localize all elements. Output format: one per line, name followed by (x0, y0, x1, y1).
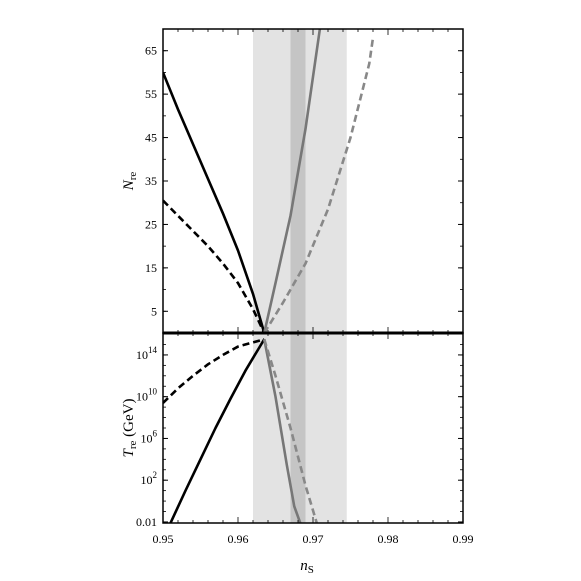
bottom-band-1 (290, 333, 306, 523)
top-series (163, 29, 375, 333)
top-y-tick-label: 35 (145, 174, 157, 188)
top-y-tick-label: 55 (145, 87, 157, 101)
bottom-ticks: 0.01 102 106 1010 1014 0.95 0.96 0.97 0.98 0.99 (136, 333, 474, 546)
bottom-y-tick-label: 106 (141, 428, 158, 445)
x-tick-label: 0.99 (453, 532, 474, 546)
top-bands (253, 29, 347, 333)
top-y-axis-label: Nre (121, 172, 139, 192)
top-y-tick-label: 65 (145, 44, 157, 58)
top-series-line-1 (163, 199, 266, 333)
x-tick-label: 0.98 (378, 532, 399, 546)
top-y-tick-label: 5 (151, 304, 157, 318)
top-y-tick-label: 25 (145, 217, 157, 231)
top-y-tick-label: 45 (145, 131, 157, 145)
bottom-panel: 0.01 102 106 1010 1014 0.95 0.96 0.97 0.98 0.99 T… (121, 332, 474, 576)
bottom-y-tick-label: 1010 (136, 387, 158, 404)
bottom-y-tick-label: 1014 (136, 345, 158, 362)
x-tick-label: 0.97 (303, 532, 324, 546)
top-y-tick-label: 15 (145, 261, 157, 275)
top-series-line-2 (262, 29, 322, 333)
top-series-line-3 (263, 37, 375, 333)
bottom-y-tick-label: 102 (141, 470, 158, 487)
bottom-series-line-1 (163, 338, 265, 404)
top-panel: 5 15 25 35 45 55 65 Nre (121, 28, 464, 334)
bottom-bands (253, 333, 347, 523)
bottom-series-line-0 (169, 338, 266, 523)
x-axis-label: nS (300, 558, 314, 576)
x-tick-label: 0.96 (228, 532, 249, 546)
top-ticks: 5 15 25 35 45 55 65 (145, 28, 464, 334)
bottom-y-axis-label: Tre (GeV) (121, 399, 139, 458)
top-series-line-0 (163, 71, 266, 333)
bottom-y-tick-label: 0.01 (136, 515, 157, 529)
bottom-series (163, 338, 318, 523)
bottom-series-line-2 (262, 339, 302, 523)
top-band-1 (290, 29, 306, 333)
bottom-series-line-3 (263, 338, 318, 523)
x-tick-label: 0.95 (153, 532, 174, 546)
